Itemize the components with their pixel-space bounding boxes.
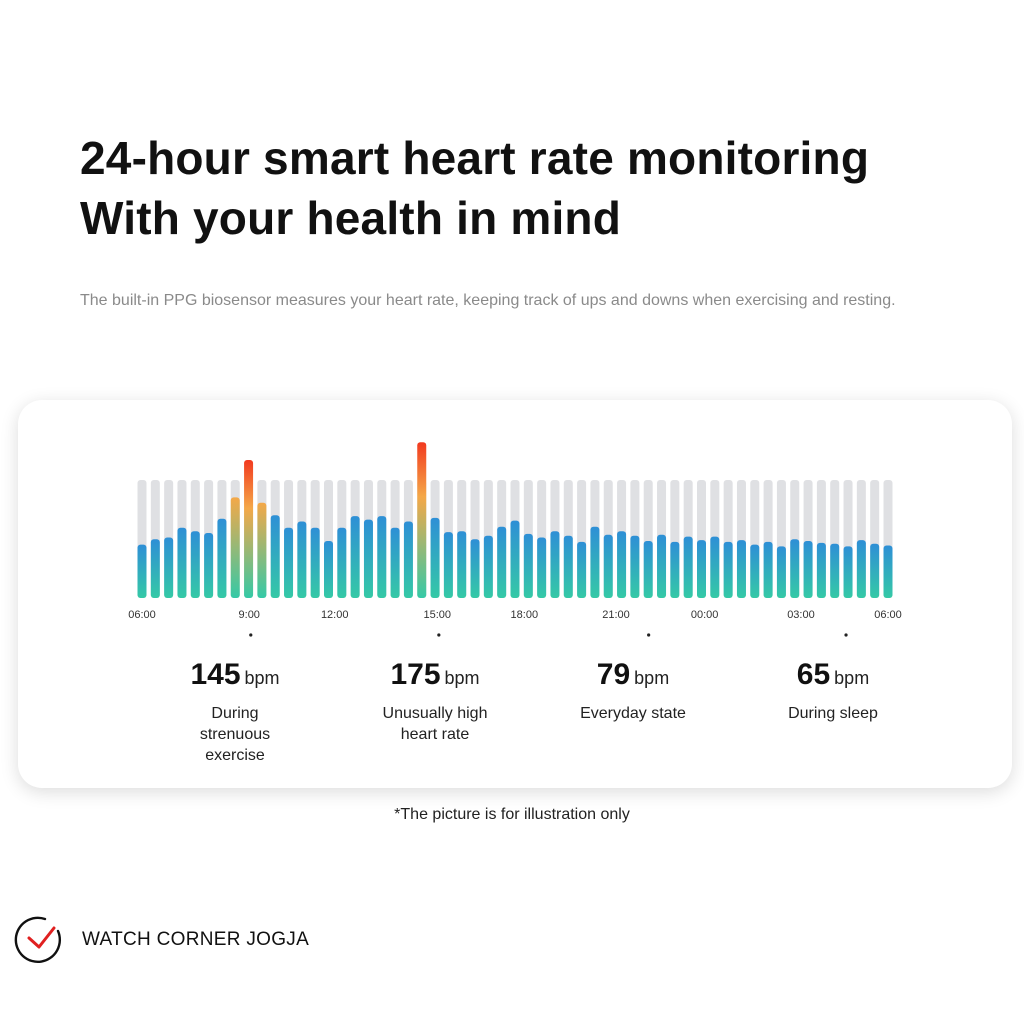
heart-rate-bar xyxy=(230,497,240,598)
heart-rate-bar xyxy=(310,527,320,598)
heart-rate-bar xyxy=(443,532,453,598)
x-tick-label: 06:00 xyxy=(128,609,156,621)
footnote: *The picture is for illustration only xyxy=(394,806,630,823)
stat-unit: bpm xyxy=(834,668,870,688)
heart-rate-bar xyxy=(510,520,520,598)
stat-value: 65 xyxy=(796,658,831,691)
heart-rate-bar xyxy=(337,527,347,598)
heart-rate-bar xyxy=(790,539,800,598)
watch-check-logo-icon xyxy=(14,916,61,963)
heart-rate-bar xyxy=(870,543,880,598)
x-tick-label: 12:00 xyxy=(321,609,349,621)
heart-rate-bar xyxy=(164,537,174,598)
brand: WATCH CORNER JOGJA xyxy=(14,914,309,966)
heart-rate-bar xyxy=(217,518,227,598)
marker-dot xyxy=(249,633,253,637)
x-tick-label: 03:00 xyxy=(787,609,815,621)
heart-rate-bar xyxy=(710,536,720,598)
x-tick-label: 18:00 xyxy=(511,609,539,621)
heart-rate-bar xyxy=(204,533,214,598)
heart-rate-bar xyxy=(270,515,280,598)
stat-label: Everyday state xyxy=(580,705,686,722)
heart-rate-bar xyxy=(244,460,254,598)
heart-rate-bar xyxy=(457,531,467,598)
stat-label: During strenuous exercise xyxy=(199,705,271,764)
heart-rate-bar xyxy=(417,442,427,598)
heart-rate-bar xyxy=(563,535,573,598)
heart-rate-bar xyxy=(856,540,866,598)
marker-dot xyxy=(844,633,848,637)
heart-rate-bar xyxy=(590,526,600,598)
headline-line-2: With your health in mind xyxy=(80,192,622,244)
stat-exercise: 145 bpm During strenuous exercise xyxy=(135,658,335,766)
heart-rate-bar xyxy=(470,539,480,598)
heart-rate-bar xyxy=(324,541,333,598)
heart-rate-bar xyxy=(643,541,653,598)
heart-rate-bar xyxy=(403,521,413,598)
heart-rate-bar xyxy=(537,537,547,598)
heart-rate-bar xyxy=(150,539,160,598)
heart-rate-bar xyxy=(883,545,893,598)
heart-rate-bar xyxy=(697,540,706,598)
heart-rate-bar xyxy=(670,541,680,598)
stat-label: During sleep xyxy=(788,705,878,722)
heart-rate-chart: 06:00 9:00 12:00 15:00 18:00 21:00 00:00 03:00 0… xyxy=(128,442,902,637)
x-tick-label: 9:00 xyxy=(239,609,260,621)
x-tick-label: 21:00 xyxy=(602,609,630,621)
heart-rate-bar xyxy=(617,531,627,598)
heart-rate-bar xyxy=(603,534,613,598)
stat-unit: bpm xyxy=(244,668,280,688)
heart-rate-bar xyxy=(284,527,294,598)
heart-rate-bar xyxy=(630,535,640,598)
headline: 24-hour smart heart rate monitoring With… xyxy=(80,128,869,248)
marker-dot xyxy=(647,633,651,637)
heart-rate-bar xyxy=(723,541,733,598)
heart-rate-bar xyxy=(776,546,786,598)
heart-rate-bar xyxy=(137,544,147,598)
brand-name: WATCH CORNER JOGJA xyxy=(82,929,310,950)
heart-rate-card: 06:00 9:00 12:00 15:00 18:00 21:00 00:00 03:00 0… xyxy=(18,400,1012,788)
heart-rate-bar xyxy=(523,533,533,598)
x-tick-label: 00:00 xyxy=(691,609,719,621)
stat-unit: bpm xyxy=(444,668,480,688)
heart-rate-bar xyxy=(177,527,187,598)
marker-dot xyxy=(437,633,441,637)
heart-rate-bar xyxy=(377,516,387,598)
heart-rate-bar xyxy=(257,502,267,598)
stat-value: 145 xyxy=(190,658,241,691)
heart-rate-bar xyxy=(430,517,440,598)
description: The built-in PPG biosensor measures your… xyxy=(80,292,896,309)
headline-line-1: 24-hour smart heart rate monitoring xyxy=(80,132,870,184)
heart-rate-bar xyxy=(190,531,200,598)
heart-rate-bar xyxy=(390,527,400,598)
stat-unit: bpm xyxy=(634,668,670,688)
heart-rate-bar xyxy=(763,541,773,598)
heart-rate-bar xyxy=(550,531,560,598)
heart-rate-bar xyxy=(497,526,507,598)
heart-rate-bar xyxy=(577,541,587,598)
heart-rate-bar xyxy=(683,536,693,598)
heart-rate-bar xyxy=(297,521,307,598)
x-tick-label: 15:00 xyxy=(424,609,452,621)
heart-rate-bar xyxy=(483,535,493,598)
heart-rate-bar xyxy=(816,542,826,598)
stat-label: Unusually high heart rate xyxy=(382,705,488,743)
stat-value: 79 xyxy=(596,658,631,691)
stat-value: 175 xyxy=(390,658,441,691)
heart-rate-bar xyxy=(843,546,853,598)
x-tick-label: 06:00 xyxy=(874,609,902,621)
heart-rate-bar xyxy=(363,519,373,598)
heart-rate-bar xyxy=(350,516,360,598)
heart-rate-bar xyxy=(803,541,813,598)
heart-rate-bar xyxy=(750,544,760,598)
stat-high: 175 bpm Unusually high heart rate xyxy=(335,658,535,745)
heart-rate-bar xyxy=(657,534,667,598)
stat-sleep: 65 bpm During sleep xyxy=(733,658,933,724)
heart-rate-bar xyxy=(830,543,840,598)
heart-rate-bar xyxy=(736,540,746,598)
stat-everyday: 79 bpm Everyday state xyxy=(533,658,733,724)
